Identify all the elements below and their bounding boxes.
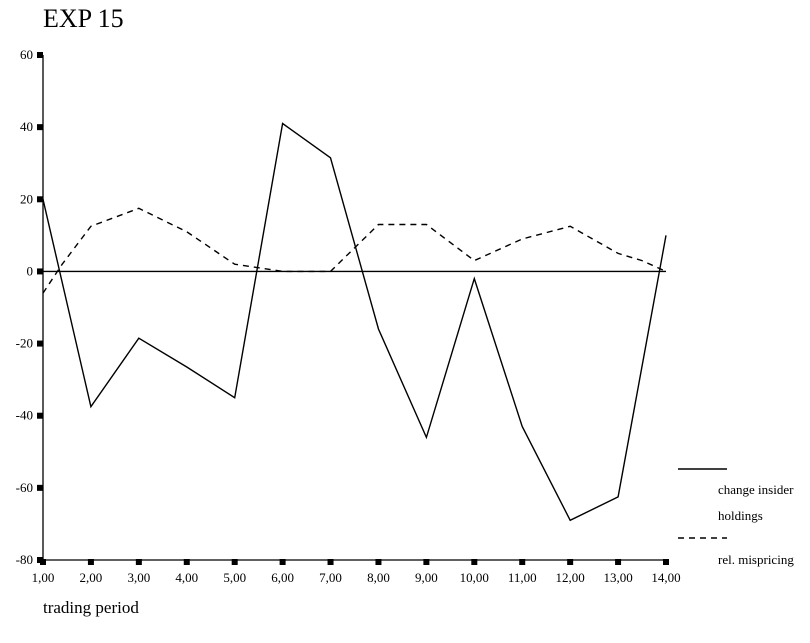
chart-title: EXP 15: [43, 4, 124, 33]
x-axis-label: trading period: [43, 598, 139, 617]
x-tick-mark: [87, 559, 94, 565]
y-tick-mark: [37, 196, 43, 203]
x-tick-mark: [615, 559, 622, 565]
x-tick-mark: [279, 559, 286, 565]
legend-label-change-insider-holdings: change insider: [718, 482, 794, 497]
x-tick-mark: [231, 559, 238, 565]
x-tick-mark: [327, 559, 334, 565]
x-tick-mark: [663, 559, 669, 565]
series-line-rel-mispricing: [42, 207, 667, 294]
x-tick-label: 3,00: [127, 570, 150, 585]
series-line-change-insider-holdings: [42, 122, 667, 522]
x-tick-mark: [135, 559, 142, 565]
x-tick-mark: [567, 559, 574, 565]
x-tick-label: 5,00: [223, 570, 246, 585]
x-tick-label: 11,00: [508, 570, 537, 585]
x-tick-label: 6,00: [271, 570, 294, 585]
y-tick-label: -60: [16, 480, 33, 495]
x-tick-mark: [375, 559, 382, 565]
x-tick-label: 8,00: [367, 570, 390, 585]
legend-label-change-insider-holdings-2: holdings: [718, 508, 763, 523]
x-tick-label: 10,00: [460, 570, 489, 585]
y-tick-mark: [37, 412, 43, 419]
y-tick-label: 60: [20, 47, 33, 62]
legend-label-rel-mispricing: rel. mispricing: [718, 552, 794, 567]
y-tick-mark: [37, 340, 43, 347]
y-tick-label: 0: [27, 263, 34, 278]
x-tick-mark: [183, 559, 190, 565]
x-tick-label: 9,00: [415, 570, 438, 585]
x-tick-label: 12,00: [556, 570, 585, 585]
x-tick-label: 1,00: [32, 570, 55, 585]
x-tick-mark: [40, 559, 46, 565]
x-tick-label: 13,00: [603, 570, 632, 585]
x-tick-label: 4,00: [175, 570, 198, 585]
x-tick-mark: [519, 559, 526, 565]
y-tick-label: -40: [16, 408, 33, 423]
y-tick-label: 20: [20, 191, 33, 206]
x-tick-label: 14,00: [651, 570, 680, 585]
x-tick-label: 7,00: [319, 570, 342, 585]
y-tick-mark: [37, 52, 43, 58]
y-tick-mark: [37, 124, 43, 131]
y-tick-mark: [37, 268, 43, 275]
y-tick-mark: [37, 484, 43, 491]
x-tick-mark: [471, 559, 478, 565]
x-tick-mark: [423, 559, 430, 565]
x-tick-label: 2,00: [80, 570, 103, 585]
y-tick-label: 40: [20, 119, 33, 134]
y-tick-label: -80: [16, 552, 33, 567]
y-tick-label: -20: [16, 336, 33, 351]
